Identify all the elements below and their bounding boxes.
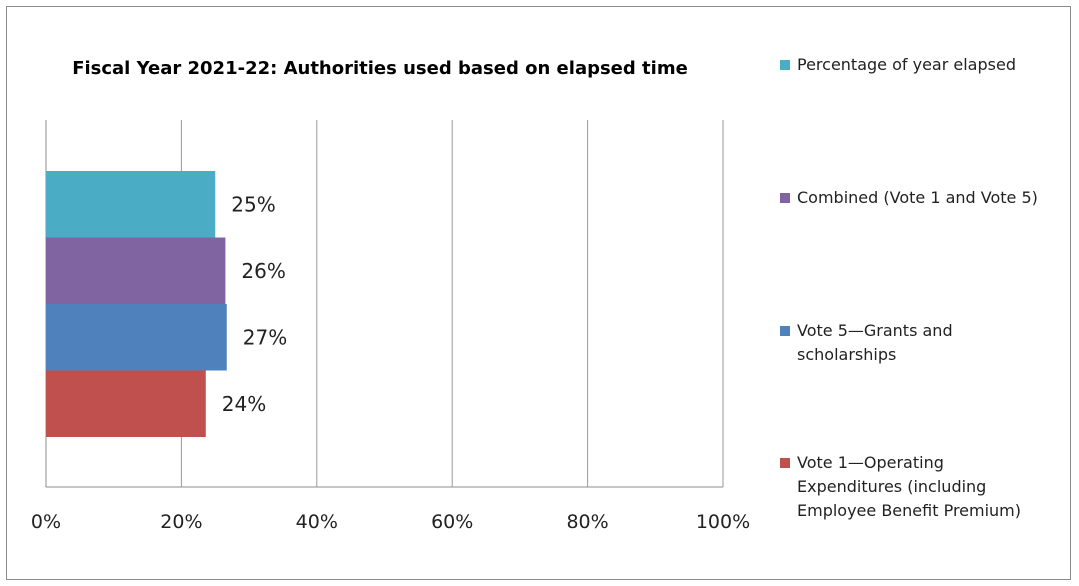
chart-title: Fiscal Year 2021-22: Authorities used ba… bbox=[72, 58, 688, 79]
x-tick-label: 0% bbox=[31, 511, 61, 533]
legend-item: Vote 1—Operating Expenditures (including E… bbox=[780, 453, 1021, 520]
data-label: 27% bbox=[243, 325, 287, 349]
legend-label: Vote 1—Operating Expenditures (including E… bbox=[797, 453, 1021, 520]
legend: Percentage of year elapsed Combined (Vote… bbox=[780, 55, 1038, 520]
x-tick-label: 100% bbox=[696, 511, 750, 533]
legend-swatch bbox=[780, 326, 790, 336]
legend-swatch bbox=[780, 193, 790, 203]
x-tick-label: 40% bbox=[296, 511, 338, 533]
legend-item: Combined (Vote 1 and Vote 5) bbox=[780, 188, 1038, 207]
data-label: 25% bbox=[231, 192, 275, 216]
legend-label: Percentage of year elapsed bbox=[797, 55, 1016, 74]
data-labels: 25% 26% 27% 24% bbox=[222, 192, 287, 416]
bar bbox=[46, 237, 226, 304]
legend-swatch bbox=[780, 60, 790, 70]
legend-item: Vote 5—Grants and scholarships bbox=[780, 321, 953, 364]
data-label: 24% bbox=[222, 392, 266, 416]
bar bbox=[46, 304, 227, 371]
x-tick-label: 20% bbox=[160, 511, 202, 533]
bar bbox=[46, 370, 206, 437]
bar bbox=[46, 171, 216, 238]
bars bbox=[46, 171, 227, 437]
x-tick-label: 60% bbox=[431, 511, 473, 533]
legend-item: Percentage of year elapsed bbox=[780, 55, 1016, 74]
data-label: 26% bbox=[241, 259, 285, 283]
legend-swatch bbox=[780, 458, 790, 468]
legend-label: Vote 5—Grants and scholarships bbox=[797, 321, 953, 364]
legend-label: Combined (Vote 1 and Vote 5) bbox=[797, 188, 1038, 207]
x-tick-label: 80% bbox=[566, 511, 608, 533]
x-tick-labels: 0% 20% 40% 60% 80% 100% bbox=[31, 511, 750, 533]
